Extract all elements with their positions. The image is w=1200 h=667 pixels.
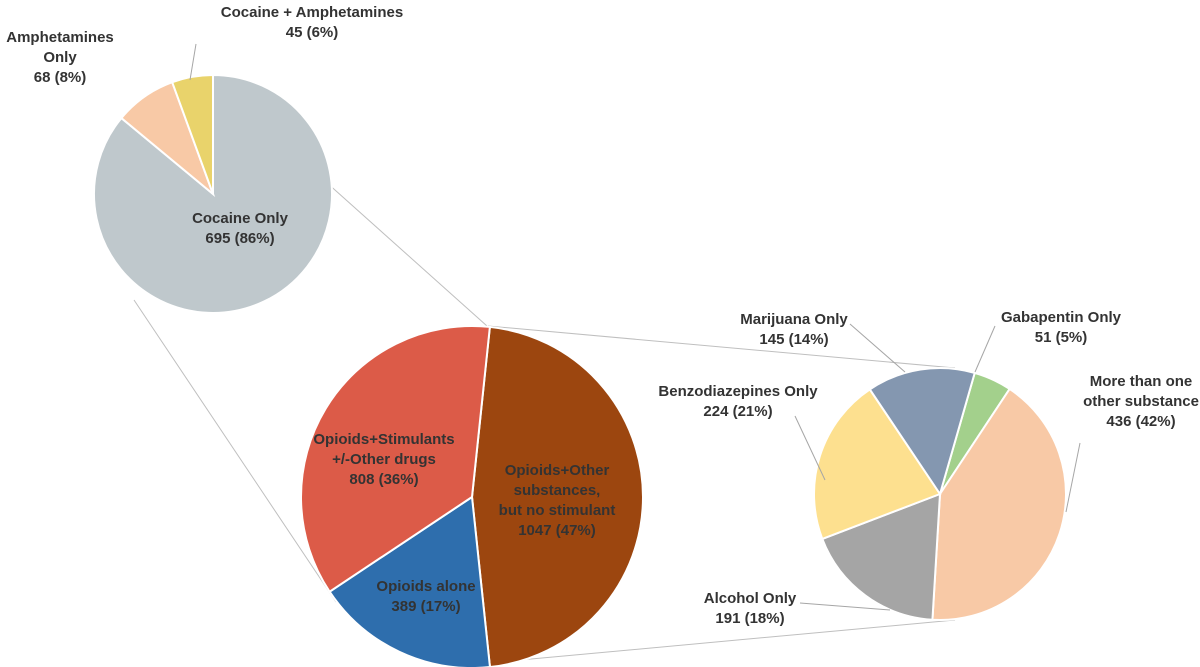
slice-label-line: Opioids+Stimulants bbox=[313, 431, 454, 448]
slice-label-2-1: Opioids+Other substances, but no stimulant… bbox=[499, 462, 616, 539]
slice-label-line: Cocaine + Amphetamines bbox=[221, 4, 403, 21]
slice-label-line: other substance bbox=[1083, 393, 1199, 410]
slice-label-line: 436 (42%) bbox=[1106, 413, 1175, 430]
slice-label-line: 191 (18%) bbox=[715, 610, 784, 627]
slice-label-line: Opioids alone bbox=[376, 578, 475, 595]
pie-groups bbox=[93, 73, 1067, 667]
slice-label-3-4: Benzodiazepines Only 224 (21%) bbox=[658, 383, 818, 420]
slice-label-1-1: Cocaine Only 695 (86%) bbox=[192, 210, 289, 247]
slice-label-line: 45 (6%) bbox=[286, 24, 339, 41]
slice-label-line: 389 (17%) bbox=[391, 598, 460, 615]
slice-label-line: 68 (8%) bbox=[34, 69, 87, 86]
leader-line-3-4 bbox=[794, 415, 826, 481]
pie-3-slice-5 bbox=[868, 367, 976, 497]
slice-label-line: but no stimulant bbox=[499, 502, 616, 519]
leader-line-1-3 bbox=[189, 43, 197, 81]
slice-label-3-2: More than one other substance 436 (42%) bbox=[1083, 373, 1199, 430]
pie-3-slice-3 bbox=[820, 492, 942, 621]
leader-line-3-2 bbox=[1065, 442, 1081, 513]
label-leader-lines bbox=[189, 43, 1081, 611]
slice-label-line: Gabapentin Only bbox=[1001, 309, 1122, 326]
pie-connector-lines bbox=[133, 79, 956, 664]
slice-label-2-2: Opioids alone 389 (17%) bbox=[376, 578, 475, 615]
slice-label-line: Opioids+Other bbox=[505, 462, 610, 479]
slice-label-1-3: Cocaine + Amphetamines 45 (6%) bbox=[221, 4, 403, 41]
slice-label-line: 145 (14%) bbox=[759, 331, 828, 348]
pie-2-slice-2 bbox=[328, 495, 491, 667]
pie-3 bbox=[813, 367, 1067, 621]
pie-1 bbox=[93, 73, 333, 314]
slice-label-1-2: Amphetamines Only 68 (8%) bbox=[6, 29, 114, 86]
slice-labels: Cocaine Only 695 (86%) Amphetamines Only 68 … bbox=[6, 4, 1199, 627]
slice-label-line: Marijuana Only bbox=[740, 311, 848, 328]
connector-line-4 bbox=[487, 619, 956, 664]
slice-label-2-3: Opioids+Stimulants +/-Other drugs 808 (36%… bbox=[313, 431, 454, 488]
slice-label-line: Amphetamines bbox=[6, 29, 114, 46]
slice-label-3-5: Marijuana Only 145 (14%) bbox=[740, 311, 848, 348]
slice-label-line: Benzodiazepines Only bbox=[658, 383, 818, 400]
slice-label-line: 695 (86%) bbox=[205, 230, 274, 247]
slice-label-line: Only bbox=[43, 49, 77, 66]
slice-label-line: 1047 (47%) bbox=[518, 522, 596, 539]
slice-label-line: More than one bbox=[1090, 373, 1193, 390]
leader-line-3-1 bbox=[974, 325, 996, 373]
pie-3-slice-4 bbox=[813, 387, 942, 541]
pie-2-slice-1 bbox=[470, 325, 644, 667]
slice-label-line: Cocaine Only bbox=[192, 210, 289, 227]
pie-2-slice-3 bbox=[300, 325, 491, 594]
leader-line-3-3 bbox=[799, 602, 891, 611]
slice-label-line: Alcohol Only bbox=[704, 590, 797, 607]
connector-line-2 bbox=[133, 299, 337, 603]
slice-label-line: 51 (5%) bbox=[1035, 329, 1088, 346]
pie-2 bbox=[300, 325, 644, 667]
connector-line-3 bbox=[487, 325, 956, 369]
slice-label-3-3: Alcohol Only 191 (18%) bbox=[704, 590, 797, 627]
slice-label-line: substances, bbox=[514, 482, 601, 499]
leader-line-3-5 bbox=[849, 323, 906, 373]
slice-label-3-1: Gabapentin Only 51 (5%) bbox=[1001, 309, 1122, 346]
slice-label-line: +/-Other drugs bbox=[332, 451, 436, 468]
slice-label-line: 224 (21%) bbox=[703, 403, 772, 420]
slice-label-line: 808 (36%) bbox=[349, 471, 418, 488]
pie-3-slice-2 bbox=[931, 387, 1067, 621]
pie-1-slice-3 bbox=[170, 73, 214, 195]
